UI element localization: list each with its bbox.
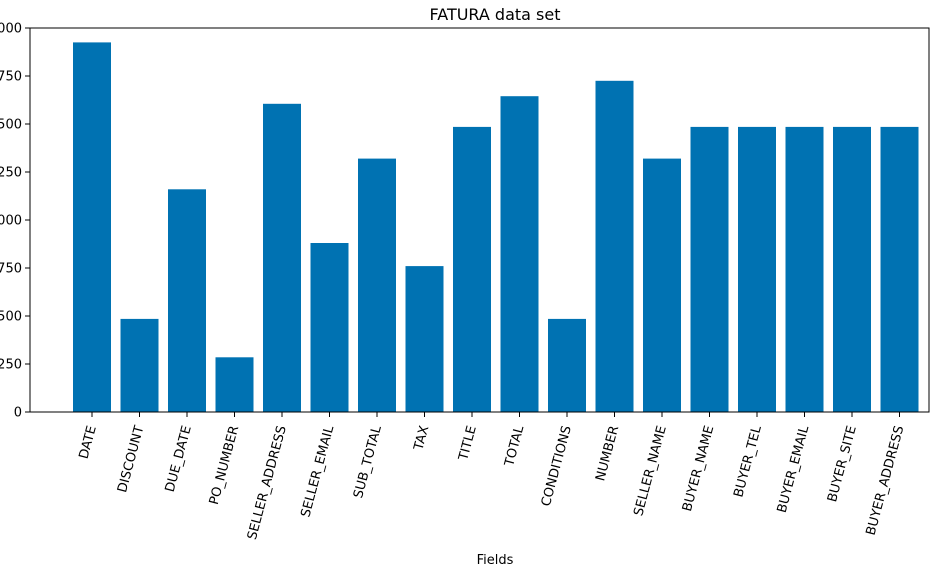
x-tick-label: DUE_DATE	[163, 424, 195, 494]
bar-due-date	[168, 189, 206, 412]
bar-seller-name	[643, 158, 681, 412]
bar-buyer-email	[785, 126, 824, 413]
x-tick-label: SELLER_NAME	[631, 424, 669, 517]
y-tick-label: 250	[0, 358, 22, 373]
bar-seller-email	[310, 243, 349, 412]
x-tick-label: BUYER_NAME	[680, 424, 717, 513]
bar-buyer-site	[833, 126, 871, 413]
plot-frame	[29, 27, 930, 413]
bar-buyer-tel	[738, 126, 776, 413]
y-tick-label: 1000	[0, 214, 22, 229]
x-tick-label: BUYER_ADDRESS	[864, 424, 908, 537]
y-tick-label: 1750	[0, 70, 22, 85]
x-tick-label: SELLER_ADDRESS	[245, 424, 290, 541]
bar-number	[595, 80, 634, 413]
bars-group	[73, 42, 919, 413]
y-tick-label: 2000	[0, 22, 22, 37]
x-tick-label: CONDITIONS	[539, 424, 575, 508]
y-tick-label: 1250	[0, 166, 22, 181]
x-tick-label: PO_NUMBER	[207, 424, 243, 506]
x-tick-label: DATE	[77, 424, 100, 461]
y-axis-ticks: 0 250 500 750 1000 1250 1500 1750 2000	[0, 22, 30, 421]
y-tick-label: 500	[0, 310, 22, 325]
y-tick-label: 1500	[0, 118, 22, 133]
bar-buyer-address	[880, 126, 919, 413]
bar-total	[500, 96, 539, 412]
bar-buyer-name	[690, 126, 729, 413]
x-tick-label: TAX	[411, 424, 432, 453]
x-tick-label: BUYER_TEL	[731, 423, 765, 499]
bar-date	[73, 42, 111, 413]
bar-po-number	[215, 357, 254, 412]
bar-conditions	[548, 318, 586, 412]
bar-seller-address	[263, 103, 301, 413]
x-tick-label: SELLER_EMAIL	[299, 423, 338, 519]
bar-sub-total	[358, 158, 396, 412]
x-axis-label: Fields	[477, 553, 514, 568]
bar-title	[453, 126, 491, 413]
x-tick-label: TITLE	[456, 424, 480, 463]
x-tick-label: NUMBER	[593, 424, 622, 483]
x-tick-label: DISCOUNT	[115, 424, 147, 494]
x-tick-label: BUYER_EMAIL	[775, 423, 813, 514]
x-tick-label: TOTAL	[502, 423, 528, 468]
bar-tax	[405, 266, 444, 412]
x-axis-ticks: DATE DISCOUNT DUE_DATE PO_NUMBER SELLER_ADDR…	[77, 412, 908, 541]
x-tick-label: BUYER_SITE	[825, 424, 860, 504]
x-tick-label: SUB_TOTAL	[351, 423, 385, 500]
bar-discount	[120, 318, 159, 412]
chart-title: FATURA data set	[430, 5, 561, 24]
y-tick-label: 0	[14, 406, 22, 421]
y-tick-label: 750	[0, 262, 22, 277]
